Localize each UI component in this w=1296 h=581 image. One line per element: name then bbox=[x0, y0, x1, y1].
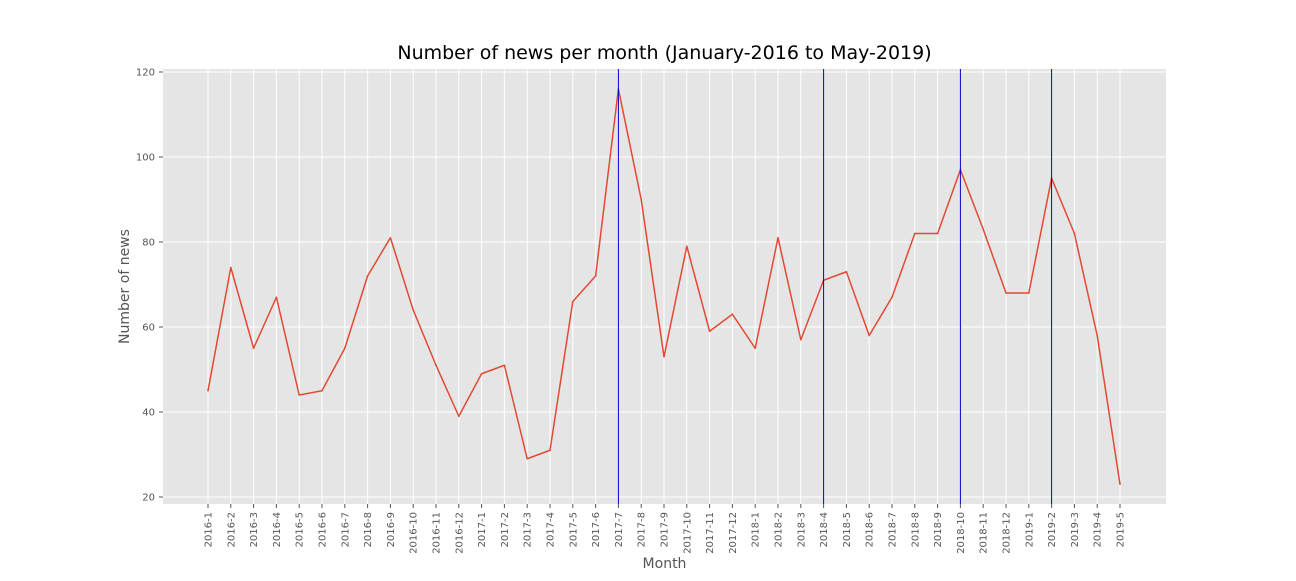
x-tick-label: 2018-5 bbox=[842, 512, 853, 547]
x-tick-label: 2016-3 bbox=[249, 512, 260, 547]
x-tick-label: 2016-9 bbox=[386, 512, 397, 547]
x-tick-label: 2018-2 bbox=[774, 512, 785, 547]
data-point bbox=[686, 245, 688, 248]
x-tick-label: 2016-4 bbox=[272, 512, 283, 547]
x-tick-label: 2018-11 bbox=[979, 512, 990, 554]
x-tick-label: 2017-6 bbox=[591, 512, 602, 547]
data-point bbox=[845, 270, 848, 273]
data-point bbox=[731, 313, 734, 316]
x-tick-label: 2017-7 bbox=[614, 512, 625, 547]
x-tick-label: 2019-3 bbox=[1070, 512, 1081, 547]
y-axis-ticks: 20 40 60 80 100 120 bbox=[136, 68, 163, 504]
x-tick-label: 2019-4 bbox=[1093, 512, 1104, 547]
data-point bbox=[982, 228, 984, 231]
data-point bbox=[412, 309, 415, 311]
x-tick-label: 2016-6 bbox=[318, 512, 329, 547]
x-tick-label: 2018-10 bbox=[956, 512, 967, 554]
data-point bbox=[344, 347, 346, 350]
y-tick-label: 20 bbox=[142, 493, 155, 504]
vertical-markers bbox=[617, 69, 1053, 504]
y-tick-label: 60 bbox=[142, 323, 155, 334]
x-tick-label: 2017-8 bbox=[637, 512, 648, 547]
data-point bbox=[389, 236, 392, 239]
x-tick-label: 2017-5 bbox=[568, 512, 579, 547]
data-point bbox=[1073, 232, 1076, 235]
x-tick-label: 2016-8 bbox=[363, 512, 374, 547]
x-tick-label: 2017-1 bbox=[477, 512, 488, 547]
x-tick-label: 2016-1 bbox=[204, 512, 215, 547]
chart-title: Number of news per month (January-2016 t… bbox=[397, 42, 931, 64]
data-point bbox=[252, 347, 255, 350]
x-tick-label: 2017-3 bbox=[523, 512, 534, 547]
x-axis-label: Month bbox=[643, 556, 687, 572]
x-tick-label: 2016-12 bbox=[454, 512, 465, 554]
data-point bbox=[594, 275, 597, 277]
data-point bbox=[207, 389, 209, 392]
x-tick-label: 2016-11 bbox=[432, 512, 443, 554]
y-tick-label: 120 bbox=[136, 68, 155, 79]
x-tick-label: 2018-9 bbox=[933, 512, 944, 547]
data-point bbox=[458, 415, 460, 418]
x-tick-label: 2017-11 bbox=[705, 512, 716, 554]
data-point bbox=[1096, 334, 1098, 337]
x-tick-label: 2018-12 bbox=[1002, 512, 1013, 554]
data-point bbox=[891, 296, 893, 299]
x-tick-label: 2017-9 bbox=[660, 512, 671, 547]
data-point bbox=[435, 364, 437, 367]
data-point bbox=[503, 364, 506, 367]
data-point bbox=[640, 198, 642, 201]
data-point bbox=[777, 236, 779, 239]
y-tick-label: 80 bbox=[142, 238, 155, 249]
series-layer bbox=[207, 88, 1121, 486]
data-point bbox=[1005, 292, 1007, 294]
x-tick-label: 2016-10 bbox=[409, 512, 420, 554]
x-tick-label: 2018-3 bbox=[796, 512, 807, 547]
x-tick-label: 2019-5 bbox=[1116, 512, 1127, 547]
x-tick-label: 2017-12 bbox=[728, 512, 739, 554]
x-tick-label: 2019-1 bbox=[1024, 512, 1035, 547]
x-tick-label: 2018-4 bbox=[819, 512, 830, 547]
data-point bbox=[230, 266, 232, 269]
data-point bbox=[1028, 292, 1030, 294]
x-axis-ticks: 2016-1 2016-2 2016-3 2016-4 2016-5 2016-6 2016… bbox=[204, 504, 1127, 554]
data-point bbox=[275, 296, 278, 299]
data-point bbox=[366, 275, 369, 277]
x-tick-label: 2016-5 bbox=[295, 512, 306, 547]
data-point bbox=[914, 232, 916, 235]
data-point bbox=[800, 338, 802, 341]
y-tick-label: 40 bbox=[142, 408, 155, 419]
data-point bbox=[526, 457, 528, 460]
x-tick-label: 2016-2 bbox=[226, 512, 237, 547]
x-tick-label: 2016-7 bbox=[340, 512, 351, 547]
data-point bbox=[1119, 483, 1121, 486]
x-tick-label: 2017-4 bbox=[546, 512, 557, 547]
data-point bbox=[936, 232, 939, 235]
y-axis-label: Number of news bbox=[117, 229, 133, 344]
x-tick-label: 2018-1 bbox=[751, 512, 762, 547]
x-tick-label: 2019-2 bbox=[1047, 512, 1058, 547]
data-point bbox=[754, 347, 756, 350]
data-point bbox=[572, 300, 574, 303]
data-point bbox=[868, 334, 870, 337]
data-point bbox=[708, 330, 711, 333]
x-tick-label: 2017-2 bbox=[500, 512, 511, 547]
x-tick-label: 2017-10 bbox=[682, 512, 693, 554]
y-tick-label: 100 bbox=[136, 153, 155, 164]
x-tick-label: 2018-7 bbox=[888, 512, 899, 547]
data-point bbox=[663, 355, 665, 358]
data-point bbox=[298, 394, 301, 396]
data-point bbox=[321, 389, 323, 392]
x-tick-label: 2018-6 bbox=[865, 512, 876, 547]
x-tick-label: 2018-8 bbox=[910, 512, 921, 547]
data-point bbox=[480, 372, 483, 375]
data-point bbox=[549, 449, 551, 452]
